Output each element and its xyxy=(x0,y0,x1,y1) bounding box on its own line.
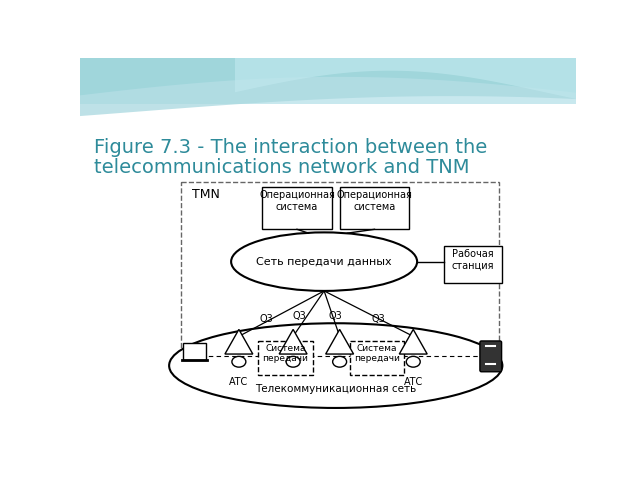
FancyBboxPatch shape xyxy=(259,341,312,375)
Text: Операционная
система: Операционная система xyxy=(259,190,335,212)
Text: Q3: Q3 xyxy=(329,312,342,321)
Text: TMN: TMN xyxy=(193,189,220,202)
Text: telecommunications network and TNM: telecommunications network and TNM xyxy=(94,158,470,177)
Text: Система
передачи: Система передачи xyxy=(354,344,400,363)
Ellipse shape xyxy=(406,356,420,367)
FancyBboxPatch shape xyxy=(183,343,206,360)
Ellipse shape xyxy=(231,232,417,291)
FancyBboxPatch shape xyxy=(340,187,410,229)
Polygon shape xyxy=(225,329,253,354)
FancyBboxPatch shape xyxy=(80,58,576,131)
Ellipse shape xyxy=(333,356,347,367)
Ellipse shape xyxy=(169,323,502,408)
FancyBboxPatch shape xyxy=(480,341,502,372)
Text: Q3: Q3 xyxy=(371,314,385,324)
Text: Рабочая
станция: Рабочая станция xyxy=(452,249,494,271)
Text: АТС: АТС xyxy=(404,377,423,387)
Text: Figure 7.3 - The interaction between the: Figure 7.3 - The interaction between the xyxy=(94,138,487,157)
Polygon shape xyxy=(399,329,428,354)
Text: Телекоммуникационная сеть: Телекоммуникационная сеть xyxy=(255,384,417,394)
Text: Операционная
система: Операционная система xyxy=(337,190,412,212)
Polygon shape xyxy=(326,329,353,354)
Text: Q3: Q3 xyxy=(259,314,273,324)
Polygon shape xyxy=(235,58,576,99)
Polygon shape xyxy=(80,58,576,96)
Ellipse shape xyxy=(232,356,246,367)
FancyBboxPatch shape xyxy=(349,341,404,375)
Polygon shape xyxy=(279,329,307,354)
Text: АТС: АТС xyxy=(229,377,248,387)
Polygon shape xyxy=(80,58,576,116)
Text: Сеть передачи данных: Сеть передачи данных xyxy=(256,257,392,267)
FancyBboxPatch shape xyxy=(80,123,576,427)
FancyBboxPatch shape xyxy=(444,246,502,283)
Ellipse shape xyxy=(286,356,300,367)
FancyBboxPatch shape xyxy=(80,104,576,427)
FancyBboxPatch shape xyxy=(180,182,499,360)
Text: Система
передачи: Система передачи xyxy=(262,344,308,363)
Text: Q3: Q3 xyxy=(292,312,306,321)
FancyBboxPatch shape xyxy=(262,187,332,229)
